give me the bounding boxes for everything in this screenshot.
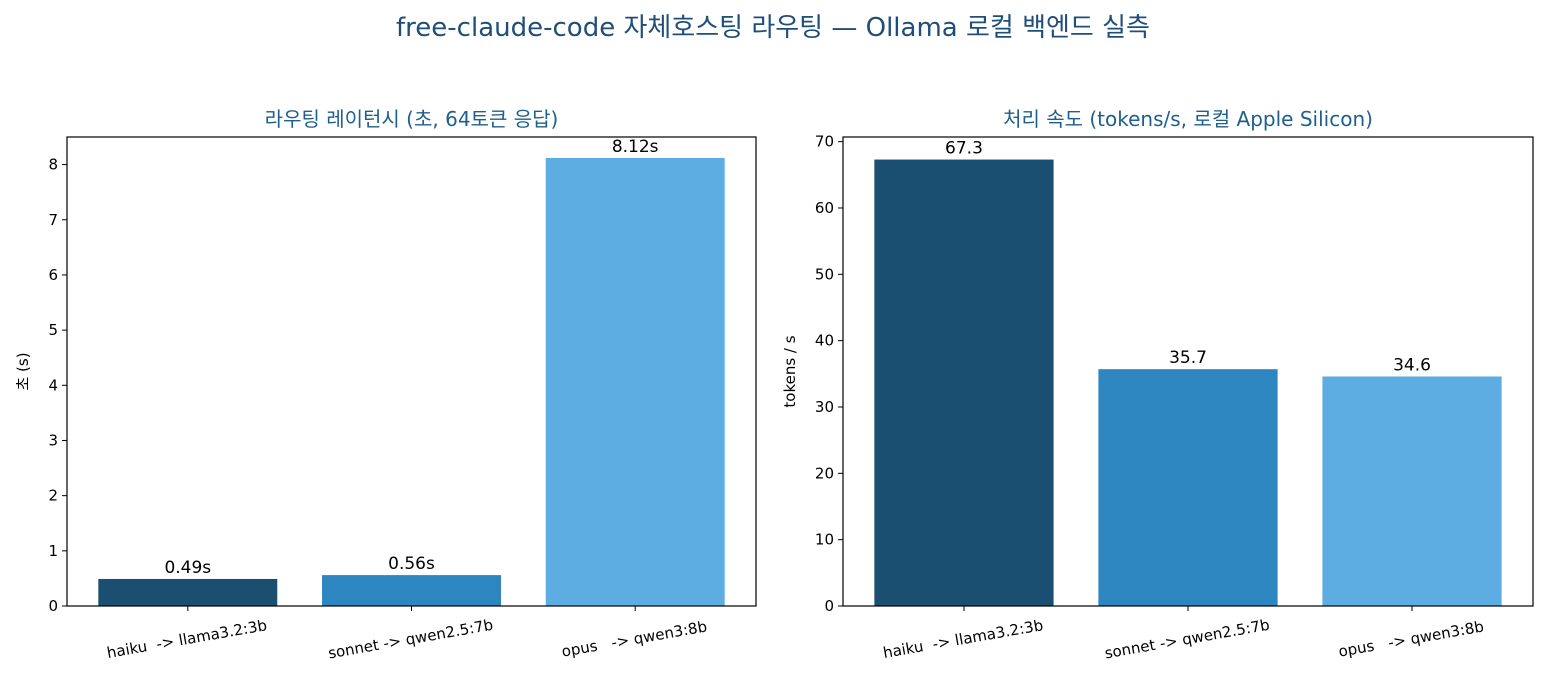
figure-title: free-claude-code 자체호스팅 라우팅 — Ollama 로컬 백… [396, 13, 1150, 43]
throughput-plot-frame [842, 136, 1534, 607]
throughput-value-label-2: 35.7 [1169, 348, 1207, 368]
latency-y-tick-label-3: 3 [48, 431, 58, 449]
throughput-y-tick-label-2: 20 [815, 464, 834, 482]
throughput-chart: 67.3 haiku -> llama3.2:3b 35.7 sonnet -> qw… [781, 107, 1534, 663]
throughput-value-label-1: 67.3 [945, 139, 983, 159]
latency-y-tick-label-5: 5 [48, 321, 58, 339]
latency-plot-frame [66, 136, 757, 607]
throughput-y-tick-label-4: 40 [815, 332, 834, 350]
throughput-y-tick-label-3: 30 [815, 398, 834, 416]
latency-y-axis-label: 초 (s) [14, 352, 32, 390]
latency-y-tick-label-2: 2 [48, 487, 58, 505]
latency-x-tick-label-1: haiku -> llama3.2:3b [106, 616, 269, 662]
latency-y-tick-label-7: 7 [48, 211, 58, 229]
latency-bar-1 [98, 578, 278, 606]
latency-value-label-3: 8.12s [612, 137, 659, 157]
throughput-x-tick-label-2: sonnet -> qwen2.5:7b [1103, 616, 1271, 663]
latency-bar-2 [322, 575, 501, 606]
latency-value-label-2: 0.56s [388, 554, 435, 574]
throughput-chart-title: 처리 속도 (tokens/s, 로컬 Apple Silicon) [1003, 107, 1373, 131]
throughput-y-tick-label-0: 0 [824, 597, 834, 615]
throughput-y-tick-label-6: 60 [815, 199, 834, 217]
latency-y-tick-label-0: 0 [48, 597, 58, 615]
throughput-y-axis-label: tokens / s [781, 335, 799, 407]
latency-chart-title: 라우팅 레이턴시 (초, 64토큰 응답) [265, 107, 559, 131]
latency-x-tick-label-3: opus -> qwen3:8b [560, 617, 708, 660]
latency-x-tick-label-2: sonnet -> qwen2.5:7b [327, 616, 495, 663]
throughput-value-label-3: 34.6 [1393, 355, 1431, 375]
throughput-y-tick-label-1: 10 [815, 531, 834, 549]
throughput-y-tick-label-7: 70 [815, 133, 834, 151]
latency-y-tick-label-1: 1 [48, 542, 58, 560]
throughput-x-tick-label-3: opus -> qwen3:8b [1337, 617, 1485, 660]
latency-y-tick-label-8: 8 [48, 156, 58, 174]
latency-y-tick-label-6: 6 [48, 266, 58, 284]
throughput-bar-2 [1098, 369, 1278, 606]
latency-chart: 0.49s haiku -> llama3.2:3b 0.56s sonnet -> … [14, 107, 757, 663]
throughput-bar-1 [874, 159, 1054, 607]
latency-bar-3 [545, 157, 725, 607]
throughput-x-tick-label-1: haiku -> llama3.2:3b [882, 616, 1045, 662]
latency-y-tick-label-4: 4 [48, 376, 58, 394]
throughput-y-tick-label-5: 50 [815, 265, 834, 283]
latency-value-label-1: 0.49s [164, 558, 211, 578]
throughput-bar-3 [1322, 376, 1502, 606]
